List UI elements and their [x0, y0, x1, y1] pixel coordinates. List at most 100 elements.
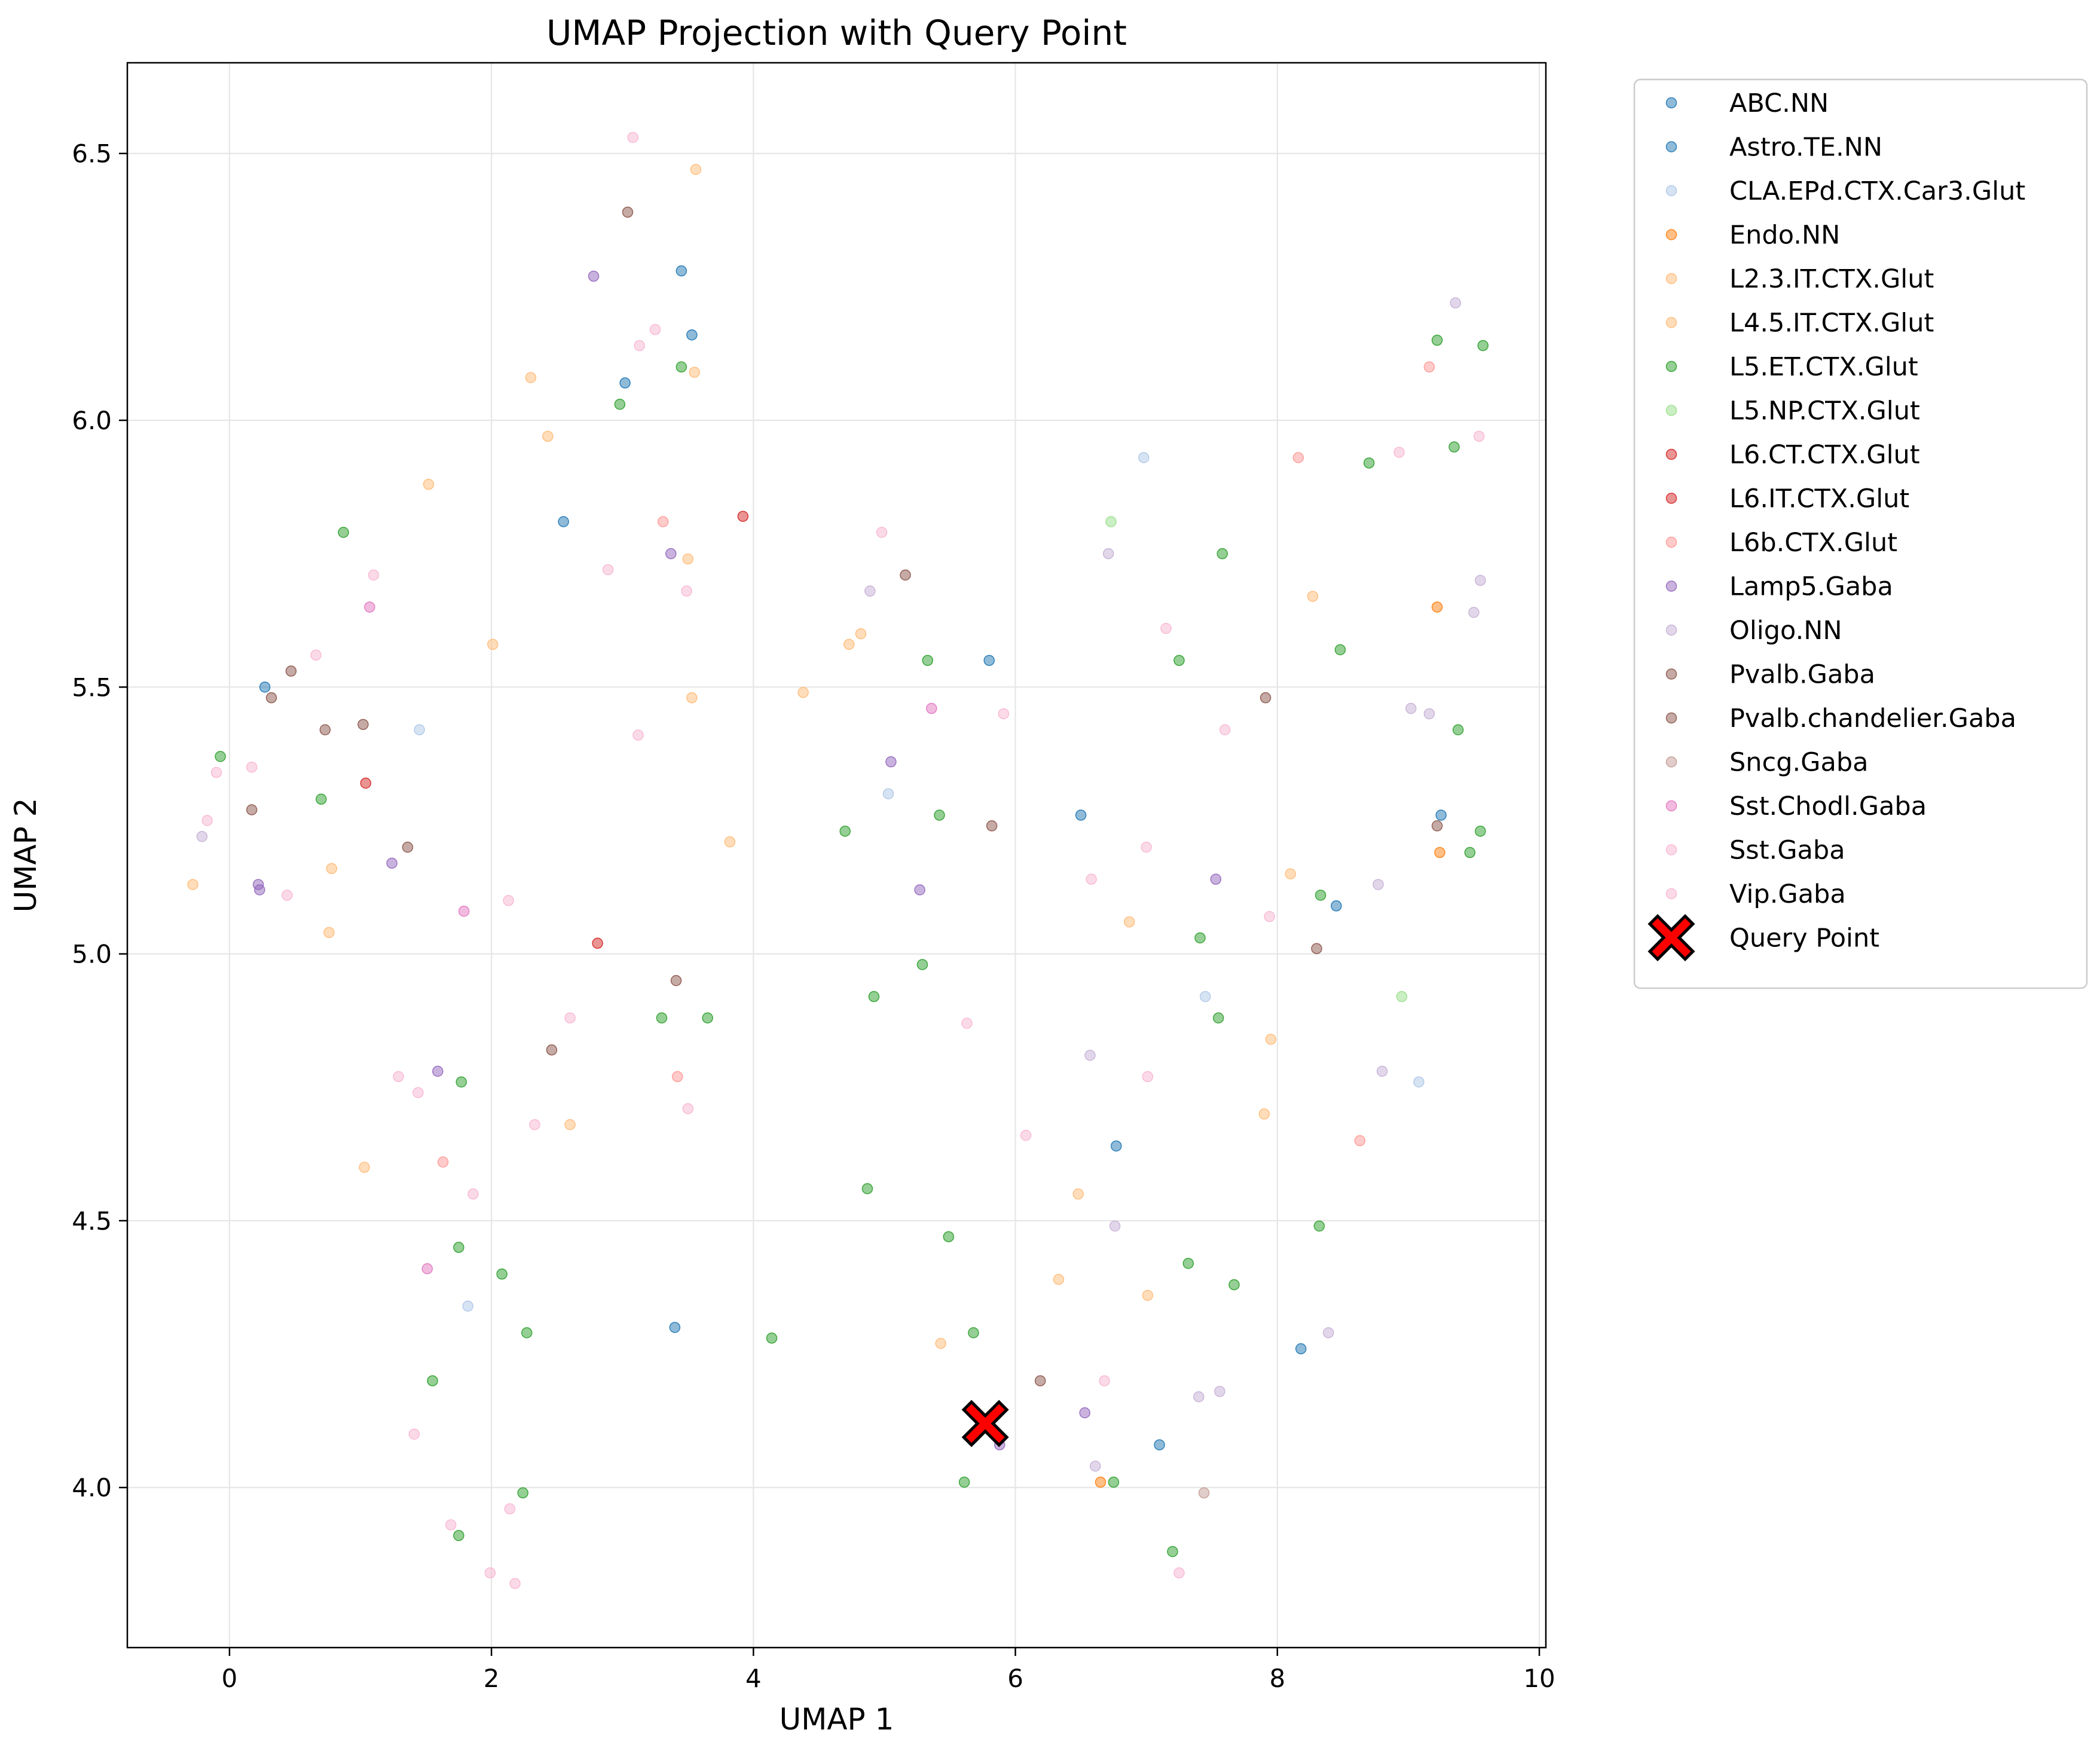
- data-point: [1260, 692, 1271, 704]
- data-point: [1123, 916, 1135, 928]
- legend-label: Pvalb.chandelier.Gaba: [1729, 704, 2016, 734]
- data-point: [855, 628, 867, 640]
- data-point: [1468, 607, 1480, 618]
- data-point: [1020, 1129, 1032, 1141]
- data-point: [254, 884, 265, 896]
- legend-label: L6.CT.CTX.Glut: [1729, 440, 1920, 470]
- legend-label: L2.3.IT.CTX.Glut: [1729, 264, 1934, 294]
- data-point: [1210, 873, 1222, 885]
- legend-label: L5.NP.CTX.Glut: [1729, 396, 1920, 426]
- data-point: [357, 719, 369, 731]
- legend-query-marker: [1647, 913, 1695, 962]
- data-point: [797, 687, 809, 698]
- y-tick-label: 6.5: [72, 139, 112, 169]
- data-point: [1072, 1188, 1084, 1200]
- data-point: [558, 516, 569, 527]
- data-point: [393, 1071, 404, 1083]
- data-point: [588, 270, 600, 282]
- y-tick-label: 6.0: [72, 406, 112, 435]
- data-point: [649, 324, 661, 335]
- data-point: [427, 1375, 438, 1386]
- data-point: [1219, 724, 1231, 735]
- data-point: [1258, 1108, 1270, 1120]
- data-point: [983, 655, 995, 666]
- legend-marker: [1665, 317, 1677, 328]
- data-point: [1423, 361, 1435, 373]
- data-point: [1089, 1460, 1101, 1472]
- data-point: [961, 1017, 973, 1029]
- data-point: [484, 1567, 496, 1579]
- data-point: [986, 820, 998, 832]
- data-point: [521, 1327, 533, 1339]
- data-point: [453, 1530, 464, 1541]
- data-point: [265, 692, 277, 704]
- data-point: [724, 836, 736, 848]
- data-point: [487, 638, 499, 650]
- data-point: [665, 548, 677, 560]
- x-tick-label: 4: [745, 1664, 762, 1693]
- legend-marker: [1665, 844, 1677, 855]
- data-point: [622, 206, 634, 218]
- data-point: [627, 132, 639, 143]
- legend-marker: [1665, 448, 1677, 460]
- legend-marker: [1665, 360, 1677, 372]
- legend: ABC.NN Astro.TE.NN CLA.EPd.CTX.Car3.Glut En…: [1633, 78, 2088, 989]
- data-point: [675, 361, 687, 373]
- data-point: [864, 585, 876, 597]
- data-point: [1053, 1273, 1065, 1285]
- data-point: [546, 1044, 558, 1056]
- data-point: [360, 777, 372, 789]
- data-point: [1212, 1012, 1224, 1023]
- data-point: [1214, 1386, 1225, 1397]
- data-point: [861, 1183, 873, 1194]
- data-point: [1354, 1135, 1366, 1147]
- data-point: [1477, 340, 1489, 352]
- x-axis-label: UMAP 1: [780, 1702, 894, 1737]
- data-point: [1099, 1375, 1110, 1386]
- legend-label: L6.IT.CTX.Glut: [1729, 484, 1909, 514]
- data-point: [614, 399, 626, 410]
- data-point: [926, 702, 937, 714]
- data-point: [368, 569, 380, 581]
- data-point: [1167, 1546, 1178, 1557]
- data-point: [525, 372, 537, 383]
- legend-label: Astro.TE.NN: [1729, 133, 1882, 163]
- legend-marker: [1665, 800, 1677, 812]
- legend-label: L6b.CTX.Glut: [1729, 528, 1897, 558]
- legend-label: Lamp5.Gaba: [1729, 572, 1893, 602]
- data-point: [1160, 622, 1172, 634]
- data-point: [1193, 1391, 1205, 1402]
- legend-label: Sncg.Gaba: [1729, 748, 1868, 778]
- data-point: [414, 724, 425, 735]
- data-point: [1228, 1279, 1240, 1291]
- data-point: [408, 1428, 420, 1440]
- data-point: [1109, 1220, 1121, 1232]
- data-point: [900, 569, 911, 581]
- data-point: [201, 815, 213, 826]
- data-point: [402, 841, 414, 853]
- data-point: [187, 879, 198, 890]
- chart-title: UMAP Projection with Query Point: [546, 13, 1127, 53]
- data-point: [592, 937, 603, 949]
- data-point: [1475, 575, 1486, 586]
- data-point: [958, 1477, 970, 1488]
- data-point: [1405, 702, 1417, 714]
- data-point: [453, 1242, 464, 1253]
- data-point: [868, 991, 880, 1003]
- data-point: [1431, 820, 1443, 832]
- data-point: [1334, 644, 1346, 656]
- data-point: [437, 1156, 449, 1168]
- data-point: [1142, 1289, 1154, 1301]
- data-point: [998, 708, 1010, 720]
- data-point: [1173, 1567, 1185, 1579]
- data-point: [882, 788, 894, 800]
- data-point: [1265, 1034, 1277, 1045]
- legend-label: Query Point: [1729, 924, 1879, 954]
- legend-label: L5.ET.CTX.Glut: [1729, 352, 1918, 382]
- data-point: [496, 1268, 508, 1280]
- legend-marker: [1665, 229, 1677, 240]
- legend-label: Sst.Gaba: [1729, 836, 1845, 866]
- data-point: [1084, 1049, 1096, 1061]
- data-point: [462, 1300, 473, 1312]
- data-point: [1313, 1220, 1325, 1232]
